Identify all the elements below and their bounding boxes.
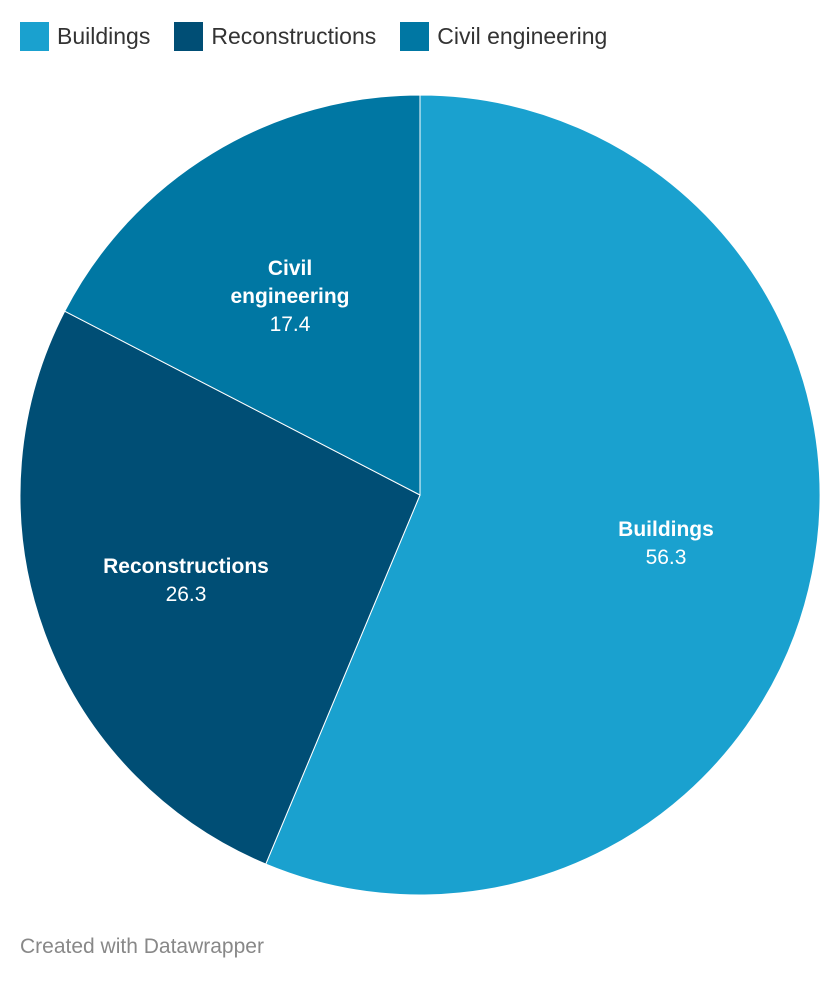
slice-name-civil-line2: engineering — [230, 285, 350, 308]
legend-swatch-buildings — [20, 22, 49, 51]
legend-swatch-civil-engineering — [400, 22, 430, 51]
slice-name-reconstructions: Reconstructions — [103, 555, 269, 578]
slice-label-buildings: Buildings 56.3 — [546, 516, 786, 572]
legend: Buildings Reconstructions Civil engineer… — [20, 22, 607, 51]
slice-value-buildings: 56.3 — [645, 546, 687, 569]
slice-label-reconstructions: Reconstructions 26.3 — [66, 553, 306, 609]
legend-label-buildings: Buildings — [57, 23, 151, 49]
slice-value-civil-engineering: 17.4 — [269, 313, 311, 336]
slice-value-reconstructions: 26.3 — [165, 583, 207, 606]
pie-slice-buildings — [265, 94, 821, 896]
legend-swatch-reconstructions — [174, 22, 204, 51]
pie-slice-civil-engineering — [64, 94, 421, 496]
slice-name-civil-line1: Civil — [267, 257, 313, 280]
legend-label-civil-engineering: Civil engineering — [437, 23, 608, 49]
slice-name-buildings: Buildings — [618, 518, 714, 541]
legend-label-reconstructions: Reconstructions — [211, 23, 377, 49]
pie-slice-reconstructions — [19, 310, 421, 865]
legend-item-buildings: Buildings — [20, 22, 150, 51]
slice-label-civil-engineering: Civil engineering 17.4 — [170, 255, 410, 339]
legend-item-reconstructions: Reconstructions — [174, 22, 376, 51]
datawrapper-credit: Created with Datawrapper — [20, 935, 264, 958]
legend-item-civil-engineering: Civil engineering — [400, 22, 607, 51]
